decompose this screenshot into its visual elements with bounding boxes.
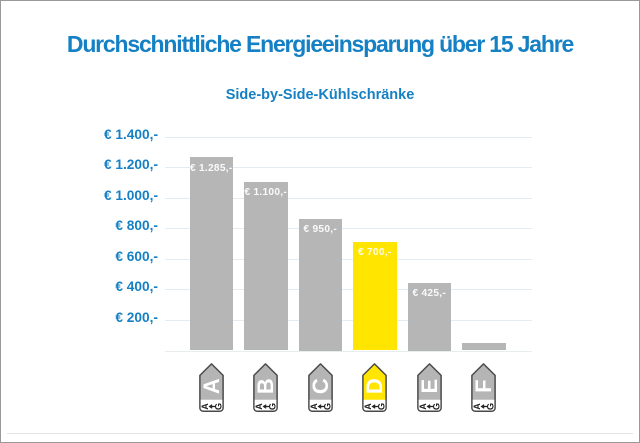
svg-text:B: B xyxy=(253,378,278,394)
svg-text:A: A xyxy=(200,403,210,410)
svg-text:F: F xyxy=(471,379,496,392)
svg-text:G: G xyxy=(268,403,278,410)
svg-text:A: A xyxy=(309,403,319,410)
svg-text:G: G xyxy=(486,403,496,410)
svg-text:C: C xyxy=(308,378,333,394)
svg-text:A: A xyxy=(254,403,264,410)
svg-text:E: E xyxy=(417,379,442,394)
svg-text:A: A xyxy=(363,403,373,410)
svg-text:G: G xyxy=(322,403,332,410)
svg-text:G: G xyxy=(431,403,441,410)
svg-text:G: G xyxy=(213,403,223,410)
svg-text:G: G xyxy=(377,403,387,410)
svg-text:A: A xyxy=(418,403,428,410)
svg-text:A: A xyxy=(472,403,482,410)
svg-text:A: A xyxy=(199,378,224,394)
svg-text:D: D xyxy=(362,378,387,394)
